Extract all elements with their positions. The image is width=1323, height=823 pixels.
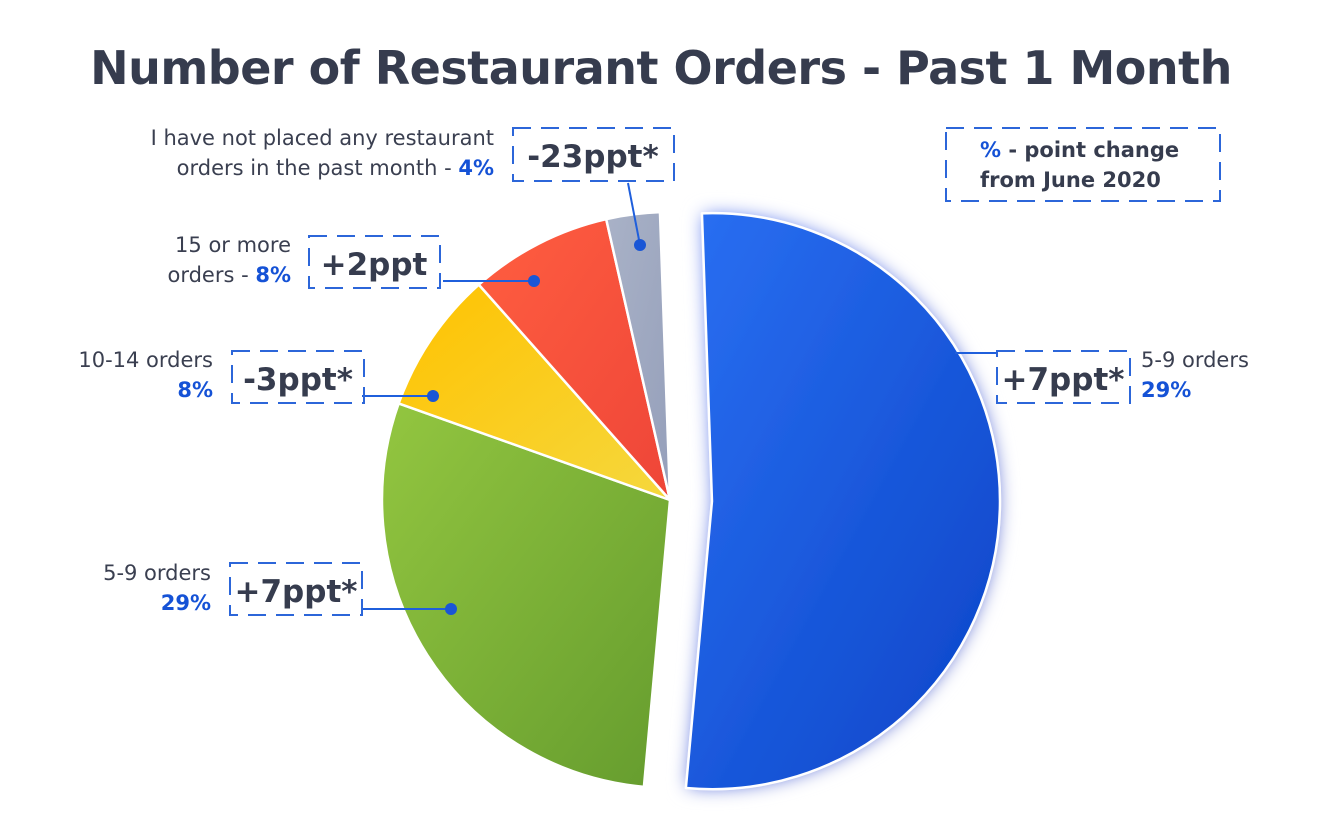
- change-label-red: +2ppt: [321, 247, 428, 283]
- pie-slices: [380, 210, 1002, 791]
- leader-dot-gray: [634, 239, 646, 251]
- pie-slice-gray: [604, 210, 672, 502]
- pie-slice-blue: [684, 211, 1002, 791]
- leader-dot-yellow: [427, 390, 439, 402]
- legend-note: % - point change from June 2020: [980, 138, 1179, 192]
- change-boxes: -23ppt* +2ppt -3ppt* +7ppt* +7ppt*: [229, 127, 1221, 616]
- change-box-blue: [996, 350, 1131, 404]
- label-red-line2: orders - 8%: [167, 263, 291, 287]
- label-red-percent: 8%: [255, 263, 291, 287]
- leader-line-gray: [627, 182, 641, 246]
- label-gray-line1: I have not placed any restaurant: [151, 126, 494, 150]
- change-box-gray: [512, 127, 675, 182]
- category-labels: I have not placed any restaurant orders …: [78, 126, 1249, 615]
- change-box-green: [229, 562, 363, 616]
- chart-title: Number of Restaurant Orders - Past 1 Mon…: [90, 41, 1232, 95]
- label-gray-percent: 4%: [458, 156, 494, 180]
- label-blue-percent: 29%: [1141, 378, 1191, 402]
- legend-note-line2: from June 2020: [980, 168, 1161, 192]
- label-red-line1: 15 or more: [175, 233, 291, 257]
- leader-dot-green: [445, 603, 457, 615]
- change-box-red: [308, 235, 441, 289]
- label-gray-line2: orders in the past month - 4%: [177, 156, 494, 180]
- label-blue-line1: 5-9 orders: [1141, 348, 1249, 372]
- pie-slice-green: [380, 402, 672, 789]
- legend-note-percent: %: [980, 138, 1001, 162]
- label-red-text: orders -: [167, 263, 255, 287]
- label-yellow-percent: 8%: [177, 378, 213, 402]
- legend-note-line1: % - point change: [980, 138, 1179, 162]
- change-label-yellow: -3ppt*: [243, 362, 353, 398]
- change-label-green: +7ppt*: [235, 574, 358, 610]
- label-green-line1: 5-9 orders: [103, 561, 211, 585]
- label-green-percent: 29%: [161, 591, 211, 615]
- change-box-yellow: [231, 350, 365, 404]
- legend-note-box: [945, 127, 1221, 202]
- change-label-gray: -23ppt*: [527, 139, 658, 175]
- label-yellow-line1: 10-14 orders: [78, 348, 213, 372]
- leader-dot-red: [528, 275, 540, 287]
- label-gray-text: orders in the past month -: [177, 156, 459, 180]
- change-label-blue: +7ppt*: [1002, 362, 1125, 398]
- leader-lines: [362, 182, 998, 615]
- legend-note-text: - point change: [1001, 138, 1179, 162]
- pie-slice-yellow: [397, 283, 672, 502]
